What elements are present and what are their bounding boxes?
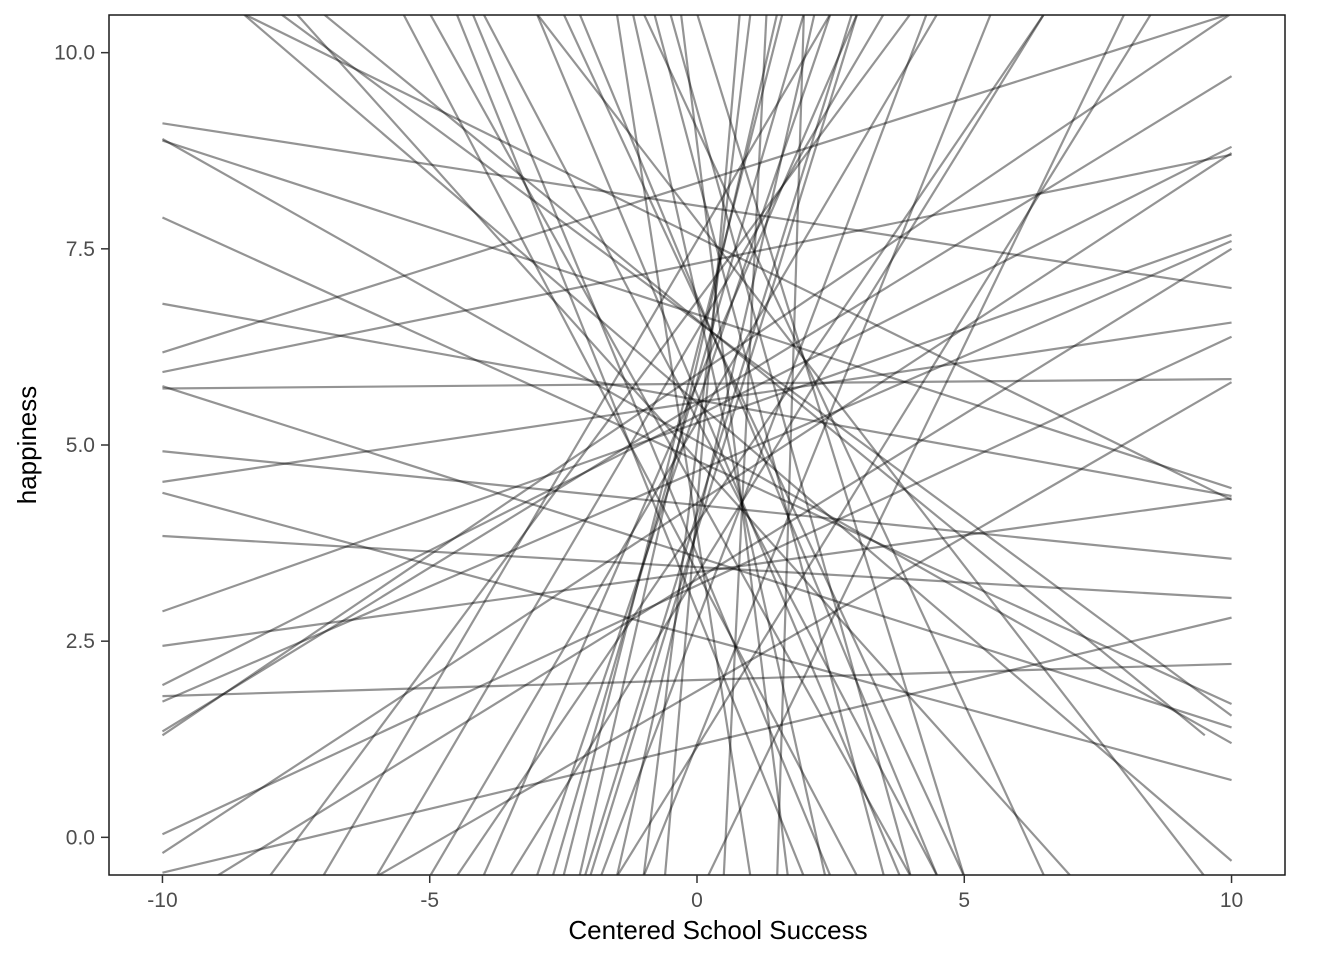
x-axis: -10 -5 0 5 10 (147, 875, 1243, 912)
y-tick-label: 5.0 (66, 434, 95, 457)
series-line-60 (376, 381, 1233, 875)
series-line-63 (642, 15, 992, 875)
series-line-57 (216, 247, 1233, 875)
series-line-38 (600, 15, 928, 875)
series-line-46 (482, 15, 938, 875)
series-line-12 (162, 491, 1232, 782)
series-line-33 (551, 15, 805, 875)
series-line-51 (643, 15, 1045, 875)
series-line-22 (162, 616, 1232, 874)
series-line-62 (616, 15, 1152, 875)
series-line-43 (429, 15, 912, 875)
plot-background (109, 15, 1285, 875)
series-line-30 (456, 15, 1045, 875)
series-line-53 (669, 15, 912, 875)
series-line-67 (680, 15, 789, 875)
series-line-9 (162, 377, 1232, 390)
series-line-50 (615, 15, 752, 875)
series-line-37 (589, 15, 859, 875)
series-line-52 (653, 15, 885, 875)
series-line-61 (509, 15, 1045, 875)
series-layer (161, 15, 1233, 875)
series-line-47 (536, 15, 901, 875)
series-line-29 (429, 15, 938, 875)
series-line-49 (578, 15, 939, 875)
y-axis: 0.0 2.5 5.0 7.5 10.0 (54, 42, 109, 849)
series-line-18 (162, 239, 1232, 703)
series-line-8 (162, 385, 1232, 729)
series-line-27 (322, 15, 831, 875)
series-line-7 (162, 153, 1232, 374)
series-line-45 (471, 15, 832, 875)
series-line-35 (578, 15, 778, 875)
series-line-66 (722, 15, 768, 875)
series-line-21 (161, 152, 1233, 854)
series-line-13 (162, 534, 1232, 600)
series-line-25 (296, 15, 1072, 875)
series-line-23 (242, 15, 1233, 862)
series-line-28 (375, 15, 885, 875)
series-line-41 (663, 15, 741, 875)
series-line-32 (536, 15, 832, 875)
series-line-54 (696, 15, 965, 875)
series-line-15 (162, 497, 1232, 647)
series-line-10 (162, 450, 1232, 560)
series-line-19 (161, 75, 1233, 733)
series-line-40 (642, 15, 752, 875)
series-line-20 (161, 335, 1233, 836)
series-line-17 (162, 662, 1232, 698)
x-tick-label: -10 (147, 889, 177, 912)
x-tick-label: 0 (691, 889, 703, 912)
series-line-44 (455, 15, 805, 875)
series-line-2 (161, 138, 1233, 745)
x-tick-label: 5 (958, 889, 970, 912)
series-line-42 (402, 15, 858, 875)
series-line-11 (162, 321, 1232, 483)
series-line-14 (162, 233, 1232, 613)
y-tick-label: 10.0 (54, 42, 95, 65)
y-tick-label: 7.5 (66, 238, 95, 261)
x-tick-label: -5 (420, 889, 439, 912)
series-line-4 (161, 216, 1233, 705)
series-line-55 (536, 15, 1205, 875)
x-axis-label: Centered School Success (568, 915, 867, 945)
y-axis-label: happiness (12, 386, 42, 505)
series-line-24 (280, 15, 1233, 717)
y-tick-label: 0.0 (66, 826, 95, 849)
x-tick-label: 10 (1220, 889, 1243, 912)
series-line-5 (162, 302, 1232, 498)
y-tick-label: 2.5 (66, 630, 95, 653)
series-line-6 (162, 15, 1231, 354)
series-line-64 (707, 15, 1126, 875)
series-line-1 (162, 122, 1232, 290)
series-line-39 (616, 15, 816, 875)
series-line-48 (562, 15, 965, 875)
series-line-31 (482, 15, 858, 875)
series-line-68 (632, 15, 827, 875)
series-line-26 (269, 15, 912, 875)
series-line-34 (562, 15, 784, 875)
series-line-36 (584, 15, 853, 875)
series-line-3 (162, 139, 1232, 490)
series-line-59 (243, 15, 1233, 501)
series-line-58 (323, 15, 1206, 737)
series-line-65 (776, 15, 805, 875)
series-line-56 (161, 15, 1232, 737)
series-line-16 (161, 145, 1233, 687)
